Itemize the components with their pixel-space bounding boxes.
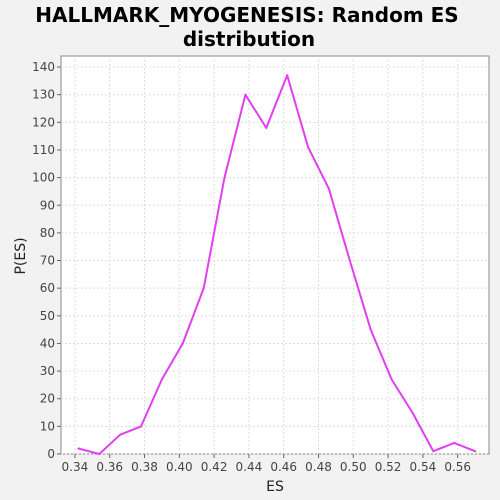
x-tick-label: 0.54: [410, 460, 437, 474]
data-point: [223, 176, 226, 179]
data-point: [244, 93, 247, 96]
y-axis-label: P(ES): [13, 237, 29, 274]
y-tick-label: 70: [40, 254, 55, 268]
y-tick-label: 60: [40, 281, 55, 295]
data-point: [160, 378, 163, 381]
x-tick-label: 0.36: [96, 460, 123, 474]
data-point: [474, 450, 477, 453]
x-tick-label: 0.52: [375, 460, 402, 474]
data-point: [181, 342, 184, 345]
data-point: [307, 146, 310, 149]
data-point: [390, 378, 393, 381]
y-tick-label: 130: [32, 88, 55, 102]
x-tick-label: 0.46: [270, 460, 297, 474]
data-point: [327, 187, 330, 190]
data-point: [432, 450, 435, 453]
data-point: [286, 74, 289, 77]
y-axis: 0 10 20 30 40 50 60 70 80 90 100 110 120 130 140: [32, 60, 61, 461]
y-tick-label: 50: [40, 309, 55, 323]
data-point: [119, 433, 122, 436]
y-tick-label: 10: [40, 419, 55, 433]
y-tick-label: 110: [32, 143, 55, 157]
x-tick-label: 0.38: [131, 460, 158, 474]
x-tick-label: 0.44: [236, 460, 263, 474]
y-tick-label: 90: [40, 198, 55, 212]
data-point: [265, 126, 268, 129]
data-point: [348, 259, 351, 262]
y-tick-label: 20: [40, 392, 55, 406]
data-point: [98, 453, 101, 455]
x-tick-label: 0.48: [305, 460, 332, 474]
chart-title-line-2: distribution: [183, 27, 315, 51]
y-tick-label: 120: [32, 115, 55, 129]
chart-title-line-1: HALLMARK_MYOGENESIS: Random ES: [35, 3, 458, 27]
data-point: [453, 441, 456, 444]
series-group: [77, 74, 477, 455]
y-tick-label: 140: [32, 60, 55, 74]
y-tick-label: 40: [40, 336, 55, 350]
x-tick-label: 0.34: [62, 460, 89, 474]
data-point: [77, 447, 80, 450]
x-tick-label: 0.40: [166, 460, 193, 474]
y-tick-label: 80: [40, 226, 55, 240]
x-axis: 0.34 0.36 0.38 0.40 0.42 0.44 0.46 0.48 0.50 0.52…: [62, 454, 471, 474]
x-tick-label: 0.42: [201, 460, 228, 474]
series-line: [78, 74, 476, 455]
x-tick-label: 0.56: [444, 460, 471, 474]
y-tick-label: 30: [40, 364, 55, 378]
grid: [61, 56, 489, 455]
data-point: [411, 411, 414, 414]
data-point: [202, 287, 205, 290]
plot-area: [60, 55, 490, 455]
data-point: [140, 425, 142, 428]
y-tick-label: 100: [32, 171, 55, 185]
data-point: [369, 328, 372, 331]
x-tick-label: 0.50: [340, 460, 367, 474]
y-tick-label: 0: [47, 447, 55, 461]
x-axis-label: ES: [266, 479, 284, 495]
